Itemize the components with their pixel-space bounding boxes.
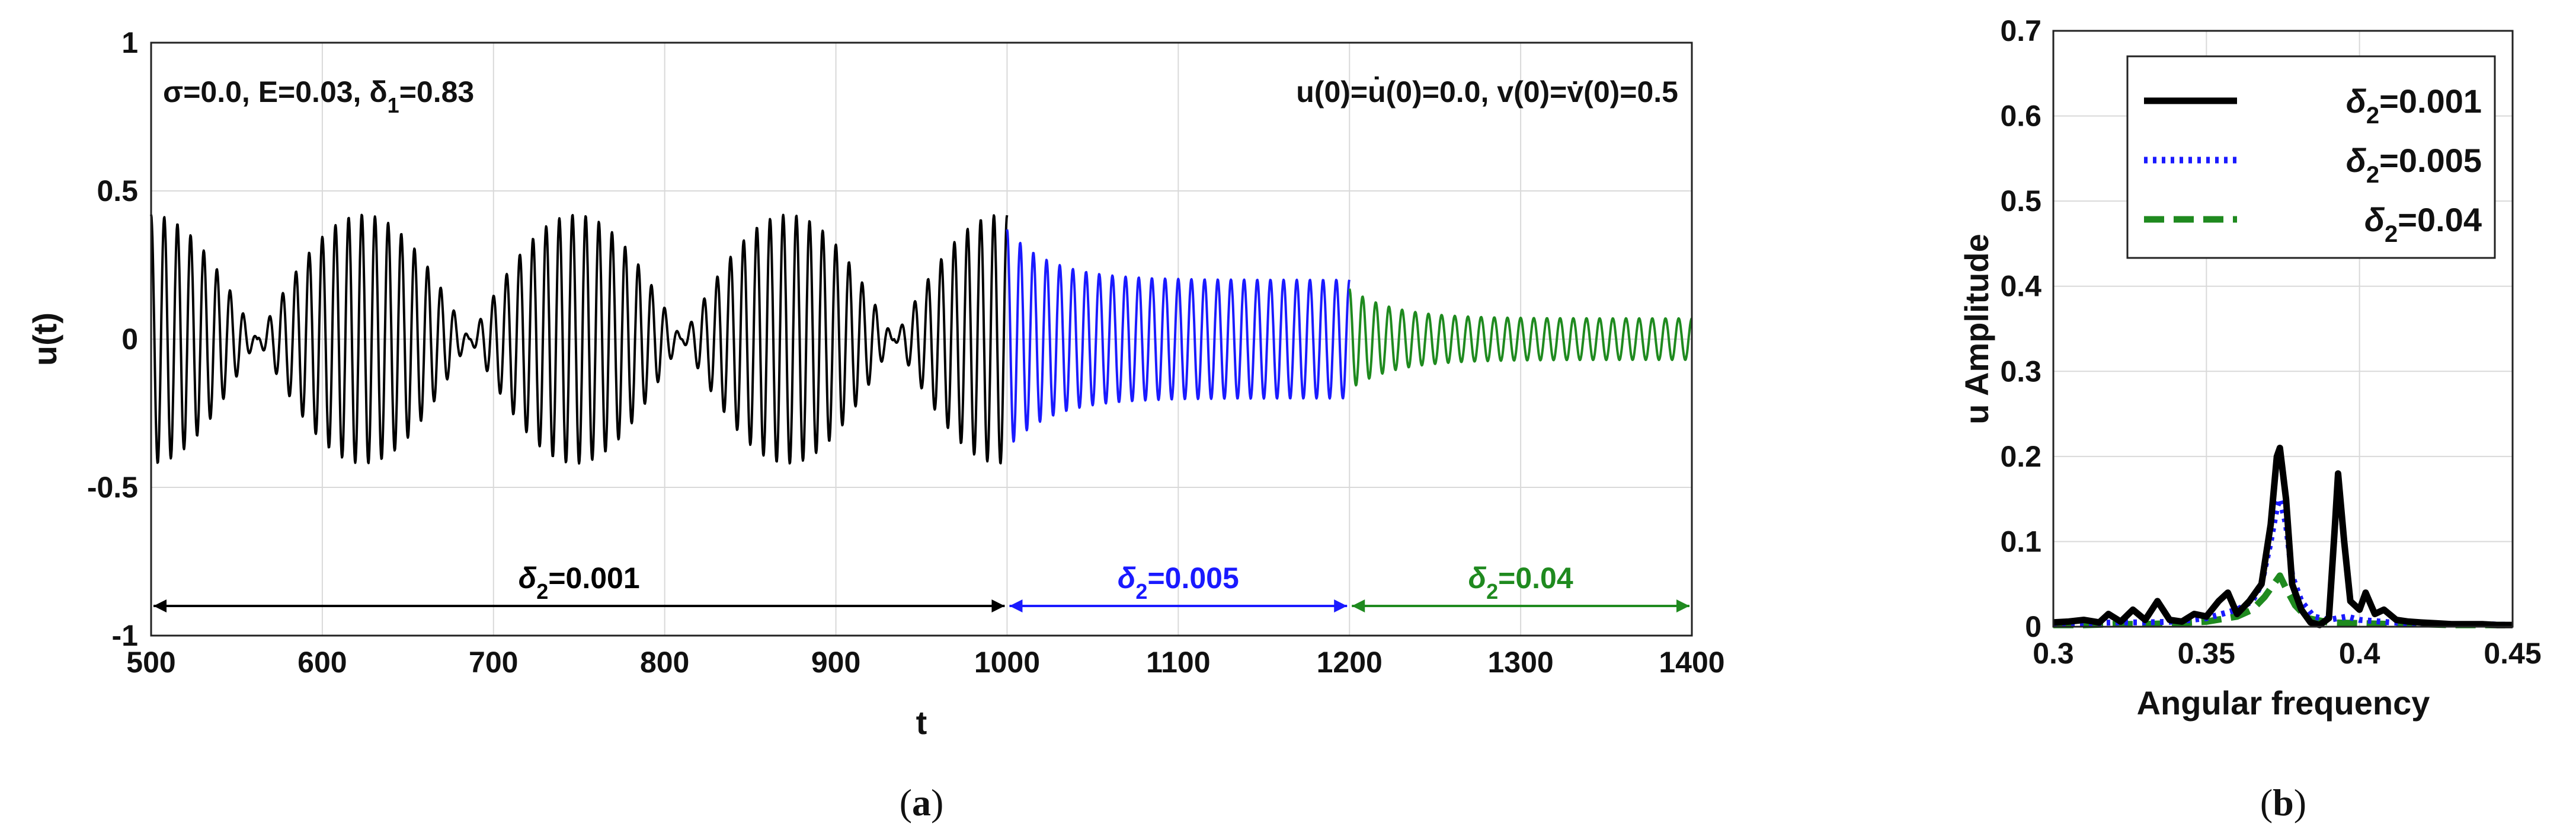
panel-a-x-tick-label: 1200 [1317, 646, 1383, 679]
panel-b-x-tick-label: 0.3 [2033, 637, 2074, 670]
panel-a-arrowhead-left [1009, 599, 1023, 612]
panel-a-interval-label: δ2=0.001 [519, 561, 640, 604]
panel-a-interval-label: δ2=0.04 [1468, 561, 1573, 604]
panel-b-series-line [2053, 496, 2513, 628]
panel-b-y-tick-label: 0.2 [2000, 440, 2041, 473]
panel-a-x-tick-label: 1400 [1659, 646, 1724, 679]
panel-a-y-tick-label: -0.5 [87, 471, 138, 504]
panel-a-y-axis-label: u(t) [26, 312, 63, 366]
panel-a: 500 600 700 800 900 1000 1100 1200 1300 1400 1 0.5 0… [26, 26, 1725, 824]
panel-a-arrowhead-left [1352, 599, 1365, 612]
panel-b-y-tick-label: 0.3 [2000, 355, 2041, 388]
panel-a-param-annotation: σ=0.0, E=0.03, δ1=0.83 [163, 75, 474, 117]
panel-a-x-tick-label: 900 [811, 646, 860, 679]
panel-a-ticks: 500 600 700 800 900 1000 1100 1200 1300 1400 1 0.5 0… [87, 26, 1725, 679]
panel-a-interval-label: δ2=0.005 [1118, 561, 1239, 604]
panel-a-arrowhead-right [991, 599, 1005, 612]
panel-a-x-tick-label: 1000 [974, 646, 1040, 679]
panel-b-axes-frame [2052, 30, 2514, 628]
panel-a-y-tick-label: -1 [112, 619, 138, 652]
panel-a-series-line [150, 213, 1009, 465]
panel-a-intervals: δ2=0.001 δ2=0.005 δ2=0.04 [153, 561, 1689, 612]
panel-b-x-tick-label: 0.4 [2339, 637, 2380, 670]
panel-a-x-tick-label: 1100 [1146, 646, 1210, 679]
panel-a-x-tick-label: 1300 [1487, 646, 1553, 679]
panel-b-y-tick-label: 0 [2025, 610, 2041, 643]
panel-a-arrowhead-left [153, 599, 167, 612]
panel-b-y-tick-label: 0.4 [2000, 270, 2041, 303]
panel-a-x-tick-label: 800 [640, 646, 689, 679]
panel-a-caption: (a) [900, 781, 944, 824]
panel-a-arrowhead-right [1334, 599, 1348, 612]
panel-a-series [150, 213, 1693, 465]
panel-b-ticks: 0.3 0.35 0.4 0.45 0.7 0.6 0.5 0.4 0.3 0.2 0.1 0 [2000, 14, 2541, 670]
panel-b-x-tick-label: 0.35 [2178, 637, 2235, 670]
panel-b-series [2053, 445, 2513, 628]
panel-a-series-line [1006, 229, 1351, 443]
panel-b-x-tick-label: 0.45 [2484, 637, 2541, 670]
panel-b-x-axis-label: Angular frequency [2137, 684, 2430, 722]
panel-b-y-tick-label: 0.6 [2000, 100, 2041, 133]
panel-a-x-axis-label: t [916, 704, 927, 741]
panel-a-x-tick-label: 700 [469, 646, 518, 679]
panel-a-arrowhead-right [1676, 599, 1689, 612]
panel-b-y-tick-label: 0.7 [2000, 14, 2041, 47]
panel-b-y-tick-label: 0.5 [2000, 184, 2041, 218]
panel-a-y-tick-label: 1 [121, 26, 138, 59]
panel-a-axes-frame [150, 42, 1693, 637]
panel-a-series-line [1348, 288, 1693, 387]
panel-a-x-tick-label: 500 [126, 646, 175, 679]
panel-a-y-tick-label: 0.5 [97, 174, 138, 208]
panel-b-series-line [2053, 445, 2513, 628]
panel-a-x-tick-label: 600 [297, 646, 347, 679]
panel-b-caption: (b) [2260, 781, 2306, 824]
panel-b-y-axis-label: u Amplitude [1958, 234, 1995, 424]
panel-b-y-tick-label: 0.1 [2000, 525, 2041, 558]
panel-b-legend: δ2=0.001 δ2=0.005 δ2=0.04 [2126, 55, 2496, 259]
panel-b: 0.3 0.35 0.4 0.45 0.7 0.6 0.5 0.4 0.3 0.2 0.1 0 δ2=… [1958, 14, 2542, 824]
panel-b-legend-label: δ2=0.005 [2346, 142, 2482, 188]
panel-a-y-tick-label: 0 [121, 323, 138, 356]
panel-b-legend-label: δ2=0.04 [2364, 201, 2482, 247]
panel-a-grid [151, 42, 1692, 636]
panel-b-legend-label: δ2=0.001 [2346, 82, 2482, 129]
panel-a-initial-conditions: u(0)=u̇(0)=0.0, v(0)=v̇(0)=0.5 [1296, 75, 1678, 109]
